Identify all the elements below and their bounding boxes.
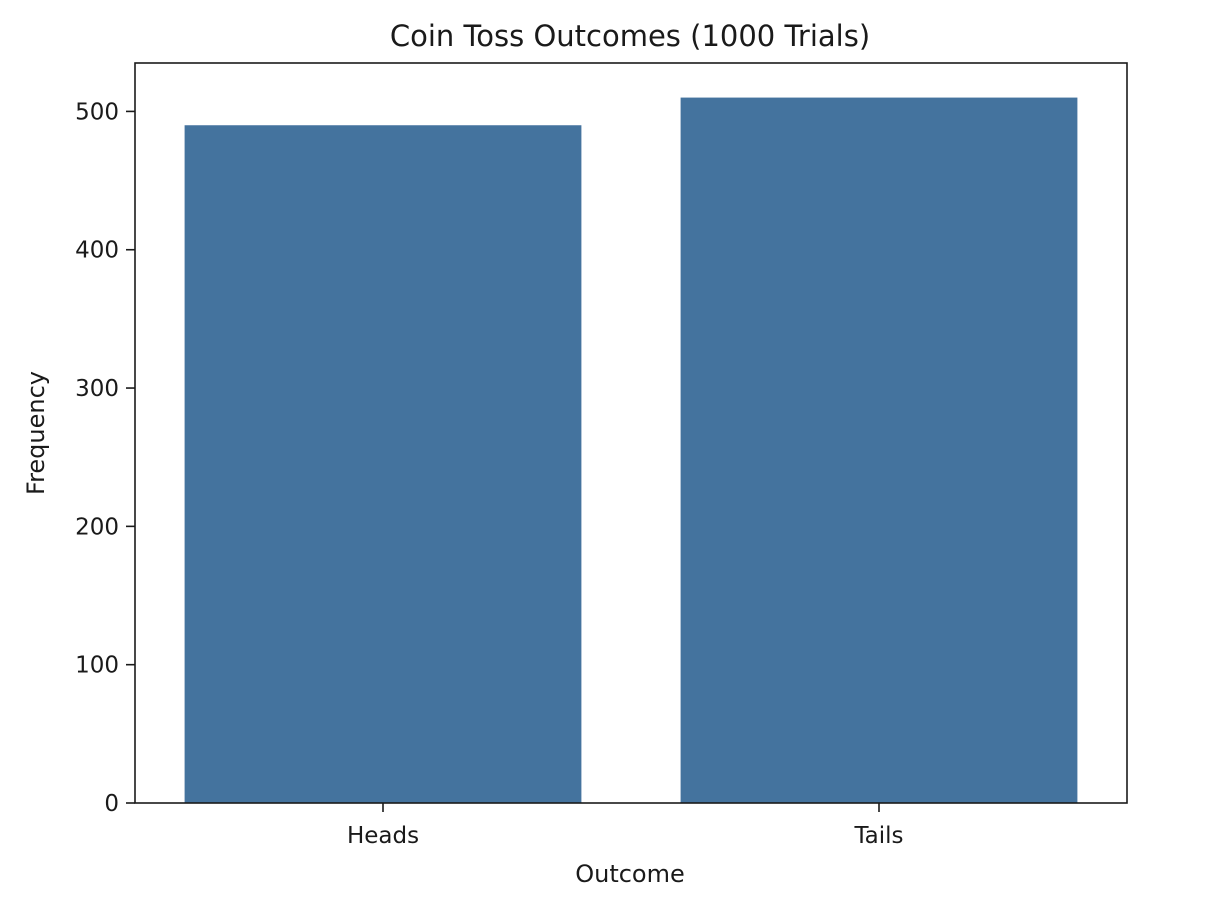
y-tick-label: 500 [75, 99, 119, 125]
y-tick-label: 0 [104, 791, 119, 817]
y-axis: 0 100 200 300 400 500 [75, 99, 135, 817]
x-tick-label: Heads [347, 823, 419, 849]
x-axis-label: Outcome [575, 860, 685, 888]
bar-tails [680, 97, 1078, 803]
bars-layer [184, 97, 1078, 804]
y-tick-label: 100 [75, 653, 119, 679]
bar-heads [184, 125, 582, 804]
x-axis: Heads Tails [347, 803, 904, 849]
plot-frame [134, 62, 1128, 804]
y-tick-label: 300 [75, 376, 119, 402]
y-tick-label: 200 [75, 514, 119, 540]
x-tick-label: Tails [853, 823, 903, 849]
y-tick-label: 400 [75, 238, 119, 264]
y-axis-label: Frequency [22, 371, 50, 495]
chart-title: Coin Toss Outcomes (1000 Trials) [390, 19, 870, 53]
